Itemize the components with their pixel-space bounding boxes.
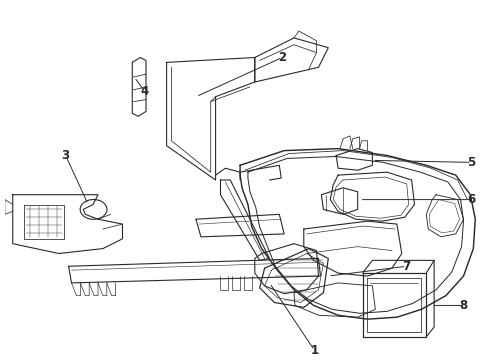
- Text: 4: 4: [141, 85, 149, 98]
- Text: 1: 1: [310, 344, 318, 357]
- Text: 2: 2: [278, 51, 285, 64]
- Text: 8: 8: [458, 299, 467, 312]
- Text: 3: 3: [61, 149, 70, 162]
- Text: 6: 6: [467, 193, 474, 206]
- Text: 7: 7: [402, 260, 410, 273]
- Text: 5: 5: [467, 156, 474, 169]
